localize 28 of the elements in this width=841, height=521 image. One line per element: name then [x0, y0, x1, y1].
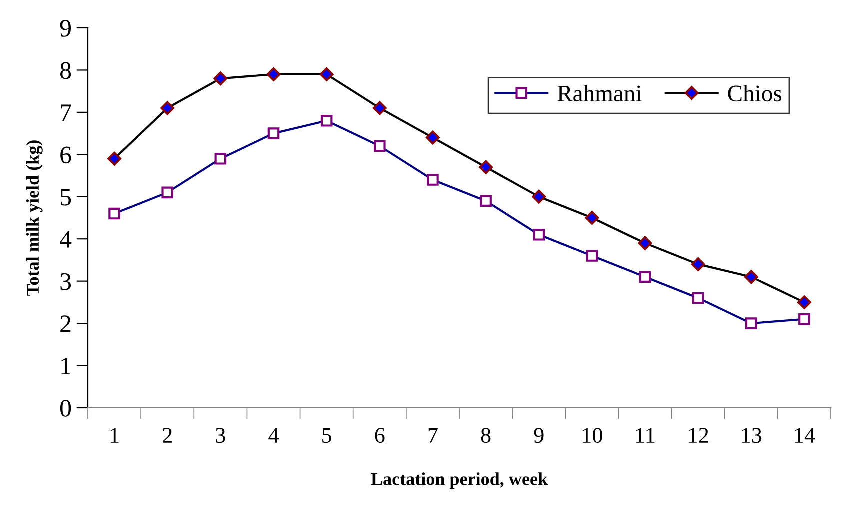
legend-label: Chios [728, 85, 782, 102]
x-tick-label: 7 [428, 428, 438, 443]
x-tick-label: 14 [795, 428, 816, 443]
x-tick-label: 2 [163, 428, 172, 443]
x-tick-label: 5 [322, 428, 332, 444]
x-tick-label: 6 [375, 428, 385, 444]
x-tick-label: 1 [110, 428, 119, 443]
y-tick-label: 2 [60, 316, 71, 332]
y-tick-label: 9 [60, 20, 72, 37]
x-tick-label: 9 [534, 428, 544, 444]
y-tick-label: 8 [60, 62, 72, 80]
x-tick-label: 4 [268, 428, 279, 443]
x-tick-label: 3 [216, 428, 226, 444]
x-tick-label: 10 [583, 428, 602, 444]
y-tick-label: 1 [62, 358, 71, 374]
y-tick-label: 0 [60, 400, 72, 417]
x-tick-label: 11 [636, 428, 655, 443]
x-tick-label: 8 [481, 428, 491, 444]
y-tick-label: 7 [61, 104, 72, 122]
legend-label: Rahmani [558, 85, 642, 102]
x-axis-title: Lactation period, week [371, 472, 548, 489]
y-tick-label: 5 [60, 189, 72, 206]
x-tick-label: 13 [742, 428, 762, 444]
y-axis-title: Total milk yield (kg) [26, 140, 43, 296]
y-tick-label: 4 [60, 231, 72, 248]
x-tick-label: 12 [689, 428, 708, 443]
y-tick-label: 3 [60, 273, 72, 290]
y-tick-label: 6 [60, 146, 72, 164]
